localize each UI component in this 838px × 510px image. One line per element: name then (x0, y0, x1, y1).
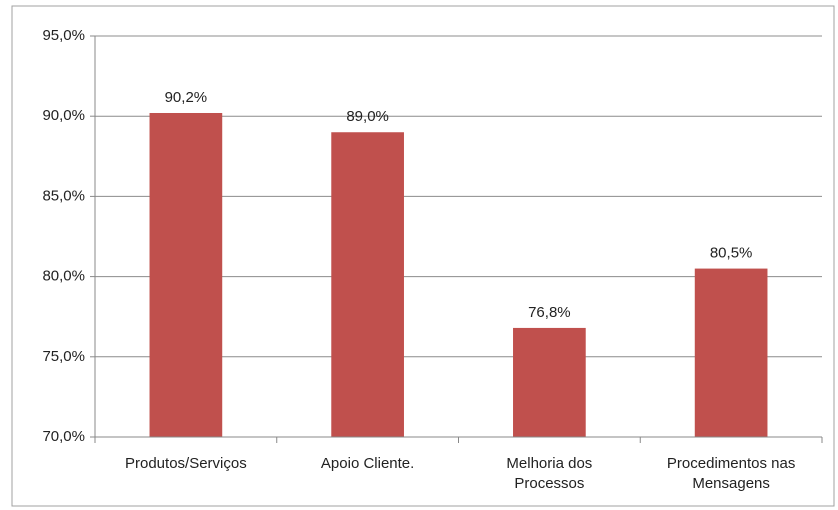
x-tick-label: Procedimentos nas Mensagens (666, 455, 796, 492)
data-label: 76,8% (528, 304, 571, 321)
y-tick-label: 75,0% (42, 348, 85, 365)
x-tick-label: Produtos/Serviços (125, 455, 247, 472)
y-tick-label: 70,0% (42, 428, 85, 445)
bar (149, 112, 223, 437)
data-label: 90,2% (165, 89, 208, 106)
y-tick-label: 95,0% (42, 27, 85, 44)
data-label: 89,0% (346, 108, 389, 125)
bar (513, 327, 586, 437)
y-tick-label: 80,0% (42, 268, 85, 285)
y-tick-label: 85,0% (42, 187, 85, 204)
bar (694, 268, 768, 437)
y-tick-label: 90,0% (42, 107, 85, 124)
x-tick-label: Apoio Cliente. (320, 455, 415, 472)
bar (331, 132, 404, 438)
x-tick-label: Melhoria dos Processos (506, 455, 593, 492)
data-label: 80,5% (710, 245, 753, 262)
